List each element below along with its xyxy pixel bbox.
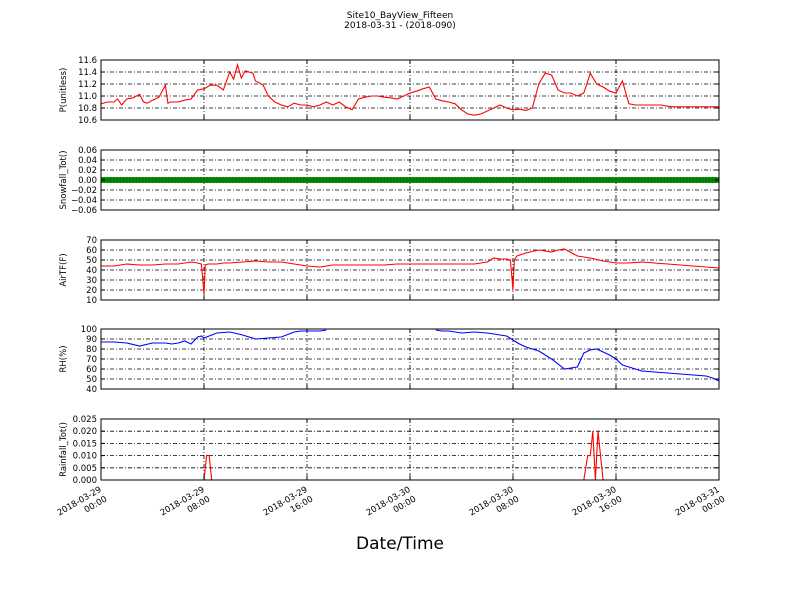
subplot-1: 10.6 10.8 11.0 11.2 11.4 11.6 P(unitless) (59, 56, 720, 126)
y-tick-label: 0.025 (73, 415, 97, 425)
y-tick-label: −0.02 (71, 186, 97, 196)
y-tick-label: 0.020 (73, 427, 97, 437)
y-tick-label: 0.010 (73, 452, 97, 462)
x-tick-label: 2018-03-2900:00 (56, 485, 109, 528)
y-axis-label: Rainfall_Tot() (59, 422, 69, 477)
y-tick-label: 40 (86, 385, 97, 395)
y-tick-label: 90 (86, 335, 97, 345)
y-tick-label: 0.02 (78, 166, 97, 176)
x-tick-label: 2018-03-2908:00 (159, 485, 212, 528)
y-tick-label: 10.6 (78, 116, 97, 126)
x-tick-label: 2018-03-2916:00 (262, 485, 315, 528)
y-tick-label: 10.8 (78, 104, 97, 114)
x-axis-label: Date/Time (356, 534, 444, 554)
y-tick-label: 60 (86, 246, 97, 256)
y-tick-label: 30 (86, 276, 97, 286)
x-tick-label: 2018-03-3008:00 (468, 485, 521, 528)
y-tick-label: 11.6 (78, 56, 97, 66)
y-tick-label: 0.06 (78, 146, 97, 156)
series-line (101, 248, 719, 295)
y-tick-label: 0.000 (73, 476, 97, 486)
y-tick-label: 60 (86, 365, 97, 375)
y-tick-label: 40 (86, 266, 97, 276)
series-line (101, 329, 719, 382)
x-tick-label: 2018-03-3016:00 (571, 485, 624, 528)
y-tick-label: 0.04 (78, 156, 97, 166)
y-tick-label: 11.2 (78, 80, 97, 90)
x-tick-label: 2018-03-3000:00 (365, 485, 418, 528)
y-axis-label: Snowfall_Tot() (59, 150, 69, 209)
y-axis-label: P(unitless) (59, 68, 69, 113)
y-tick-label: 0.005 (73, 464, 97, 474)
y-tick-label: 0.015 (73, 439, 97, 449)
subplot-2: −0.06−0.04−0.020.000.020.040.06 Snowfall_… (59, 146, 720, 216)
chart-subtitle: 2018-03-31 - (2018-090) (344, 21, 456, 31)
y-tick-label: 0.00 (78, 176, 97, 186)
subplot-5: 0.000 0.005 0.010 0.015 0.020 0.025 Rainfall_T… (59, 415, 720, 486)
y-tick-label: 50 (86, 256, 97, 266)
y-tick-label: 100 (81, 325, 97, 335)
series-line (101, 62, 719, 116)
y-axis-label: RH(%) (59, 345, 69, 372)
y-tick-label: 50 (86, 375, 97, 385)
y-tick-label: 10 (86, 296, 97, 306)
y-tick-label: −0.06 (71, 206, 97, 216)
y-tick-label: 70 (86, 355, 97, 365)
y-tick-label: 70 (86, 236, 97, 246)
x-tick-label: 2018-03-3100:00 (674, 485, 727, 528)
y-tick-label: 80 (86, 345, 97, 355)
y-tick-label: 11.0 (78, 92, 97, 102)
y-tick-label: −0.04 (71, 196, 97, 206)
y-tick-label: 20 (86, 286, 97, 296)
y-axis-label: AirTF(F) (59, 253, 69, 286)
y-tick-label: 11.4 (78, 68, 97, 78)
chart-title: Site10_BayView_Fifteen (346, 11, 454, 21)
